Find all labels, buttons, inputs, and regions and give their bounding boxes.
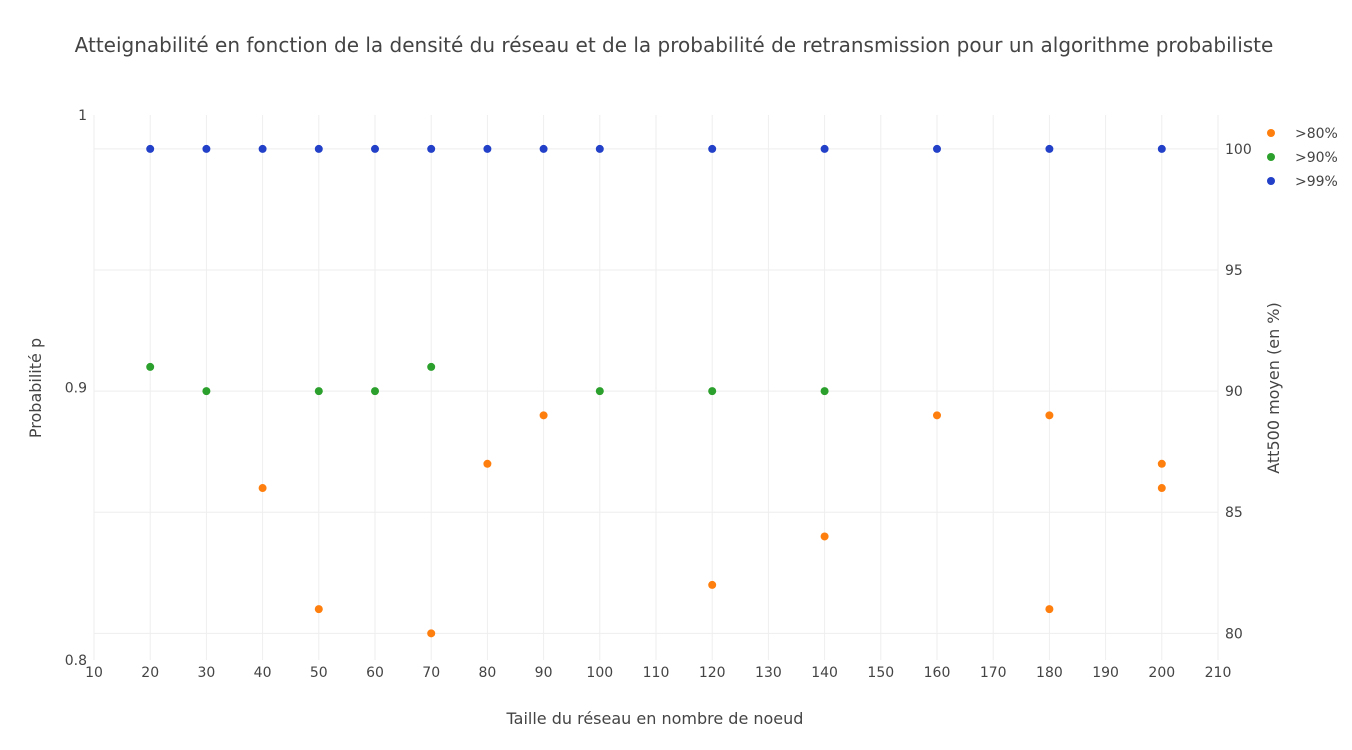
data-point bbox=[820, 387, 829, 396]
data-point bbox=[539, 144, 548, 153]
data-point bbox=[427, 144, 436, 153]
data-point bbox=[314, 144, 323, 153]
x-tick-label: 200 bbox=[1148, 665, 1175, 681]
data-point bbox=[483, 144, 492, 153]
tick-labels: 10 20 30 40 50 60 70 80 90 100 110 120 130 140 150 160 1… bbox=[65, 108, 1252, 681]
legend-item[interactable]: >99% bbox=[1267, 174, 1338, 190]
data-point bbox=[820, 532, 829, 541]
data-points bbox=[146, 144, 1166, 638]
legend-marker bbox=[1267, 153, 1275, 161]
data-point bbox=[427, 629, 436, 638]
data-point bbox=[314, 387, 323, 396]
data-point bbox=[708, 387, 717, 396]
legend-item[interactable]: >90% bbox=[1267, 150, 1338, 166]
data-point bbox=[1157, 484, 1166, 493]
x-tick-label: 150 bbox=[867, 665, 894, 681]
legend-label: >80% bbox=[1295, 126, 1338, 142]
x-tick-label: 30 bbox=[197, 665, 215, 681]
data-point bbox=[933, 144, 941, 153]
data-point bbox=[371, 387, 379, 396]
data-point bbox=[708, 580, 717, 589]
data-point bbox=[258, 144, 267, 153]
x-tick-label: 110 bbox=[643, 665, 670, 681]
legend-marker bbox=[1267, 177, 1275, 185]
x-axis-title: Taille du réseau en nombre de noeud bbox=[506, 709, 804, 728]
data-point bbox=[146, 362, 155, 371]
data-point bbox=[427, 362, 436, 371]
x-tick-label: 100 bbox=[586, 665, 613, 681]
data-point bbox=[539, 411, 548, 420]
x-tick-label: 140 bbox=[811, 665, 838, 681]
data-point bbox=[202, 387, 211, 396]
x-tick-label: 70 bbox=[422, 665, 440, 681]
data-point bbox=[820, 144, 829, 153]
x-tick-label: 90 bbox=[535, 665, 553, 681]
x-tick-label: 20 bbox=[141, 665, 159, 681]
legend[interactable]: >80% >90% >99% bbox=[1267, 126, 1338, 190]
y-tick-label: 0.8 bbox=[65, 653, 87, 669]
legend-label: >90% bbox=[1295, 150, 1338, 166]
x-tick-label: 180 bbox=[1036, 665, 1063, 681]
y2-axis-title: Att500 moyen (en %) bbox=[1264, 302, 1283, 474]
legend-marker bbox=[1267, 129, 1275, 137]
x-tick-label: 170 bbox=[980, 665, 1007, 681]
x-tick-label: 40 bbox=[254, 665, 272, 681]
data-point bbox=[933, 411, 941, 420]
x-tick-label: 120 bbox=[699, 665, 726, 681]
data-point bbox=[708, 144, 717, 153]
data-point bbox=[371, 144, 379, 153]
data-point bbox=[1157, 459, 1166, 468]
y2-tick-label: 85 bbox=[1225, 505, 1243, 521]
x-tick-label: 130 bbox=[755, 665, 782, 681]
data-point bbox=[1157, 144, 1166, 153]
x-tick-label: 60 bbox=[366, 665, 384, 681]
data-point bbox=[1045, 411, 1054, 420]
legend-label: >99% bbox=[1295, 174, 1338, 190]
x-tick-label: 190 bbox=[1092, 665, 1119, 681]
y2-tick-label: 80 bbox=[1225, 626, 1243, 642]
data-point bbox=[483, 459, 492, 468]
data-point bbox=[258, 484, 267, 493]
data-point bbox=[1045, 605, 1054, 614]
chart-title: Atteignabilité en fonction de la densité… bbox=[75, 33, 1274, 57]
x-tick-label: 160 bbox=[924, 665, 951, 681]
data-point bbox=[146, 144, 155, 153]
y-tick-label: 1 bbox=[78, 108, 87, 124]
data-point bbox=[314, 605, 323, 614]
y2-tick-label: 100 bbox=[1225, 142, 1252, 158]
data-point bbox=[595, 144, 604, 153]
data-point bbox=[595, 387, 604, 396]
x-tick-label: 80 bbox=[478, 665, 496, 681]
y-axis-title: Probabilité p bbox=[26, 338, 45, 438]
legend-item[interactable]: >80% bbox=[1267, 126, 1338, 142]
y2-tick-label: 95 bbox=[1225, 263, 1243, 279]
data-point bbox=[202, 144, 211, 153]
grid-layer bbox=[93, 115, 1219, 660]
y2-tick-label: 90 bbox=[1225, 384, 1243, 400]
x-tick-label: 10 bbox=[85, 665, 103, 681]
data-point bbox=[1045, 144, 1054, 153]
x-tick-label: 210 bbox=[1205, 665, 1232, 681]
y-tick-label: 0.9 bbox=[65, 381, 87, 397]
x-tick-label: 50 bbox=[310, 665, 328, 681]
